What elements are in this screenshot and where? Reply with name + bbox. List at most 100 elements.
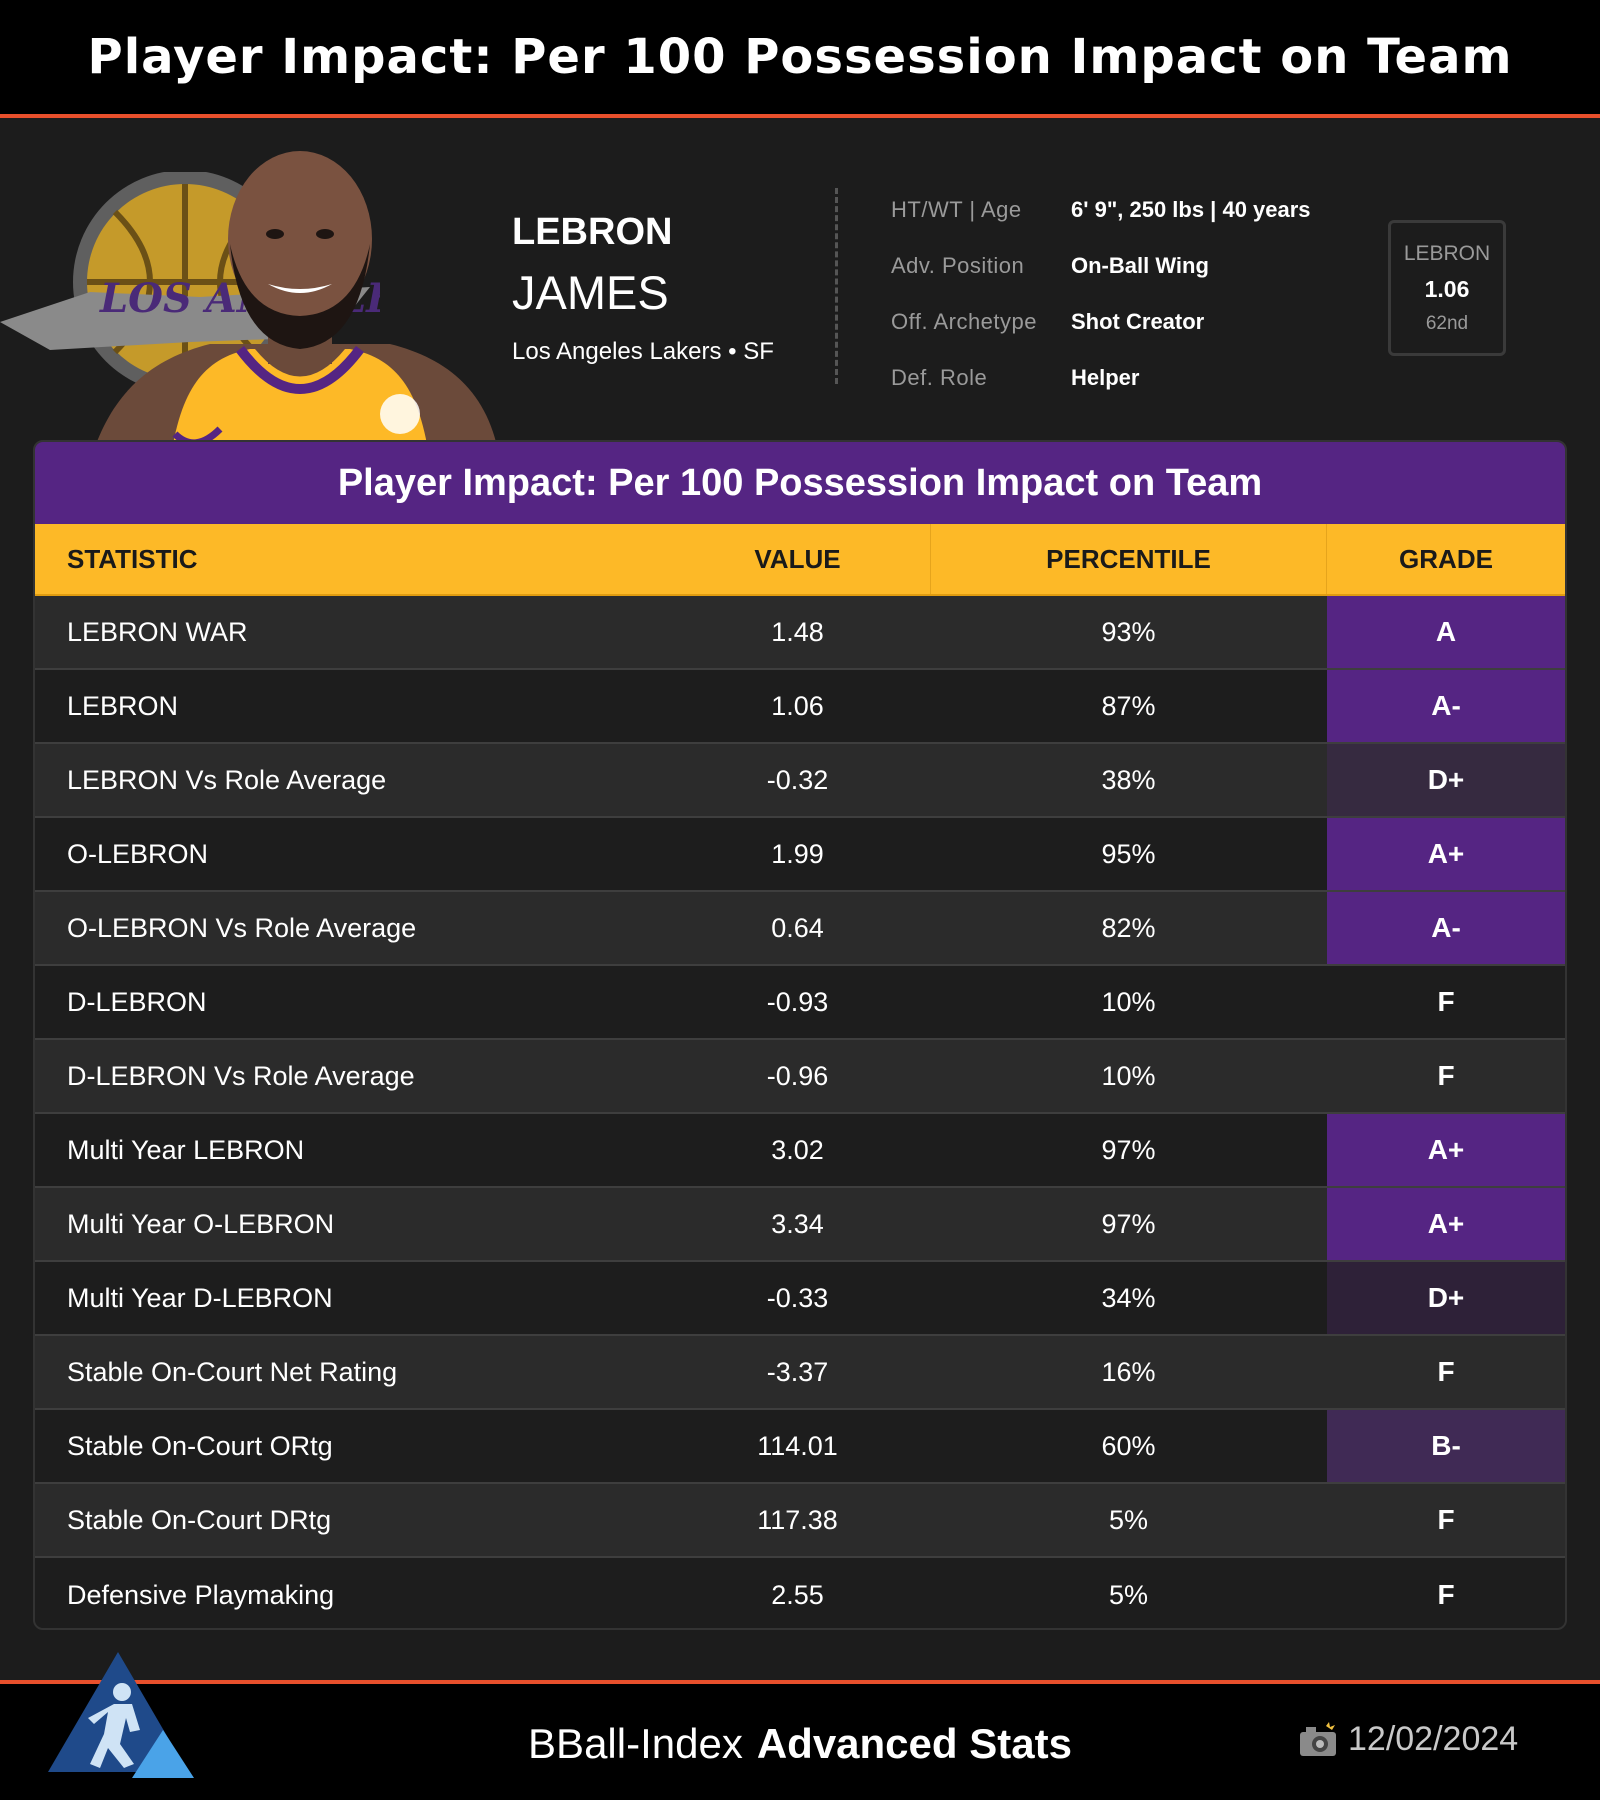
- stat-percentile: 87%: [1101, 690, 1156, 721]
- table-row: O-LEBRON 1.99 95% A+: [35, 818, 1565, 892]
- stat-value: 117.38: [757, 1504, 838, 1535]
- table-row: Multi Year LEBRON 3.02 97% A+: [35, 1114, 1565, 1188]
- column-header-statistic: STATISTIC: [67, 543, 198, 574]
- column-header-grade: GRADE: [1399, 543, 1493, 574]
- stat-grade: D+: [1327, 744, 1565, 816]
- stat-grade: A-: [1327, 892, 1565, 964]
- table-row: LEBRON 1.06 87% A-: [35, 670, 1565, 744]
- table-row: Stable On-Court DRtg 117.38 5% F: [35, 1484, 1565, 1558]
- info-value: Shot Creator: [1071, 309, 1205, 334]
- stat-percentile: 10%: [1101, 1060, 1156, 1091]
- table-row: D-LEBRON Vs Role Average -0.96 10% F: [35, 1040, 1565, 1114]
- player-header: LOS ANGELES LAKERS LEBRON JAMES Los Ange…: [0, 122, 1600, 462]
- stat-value: -3.37: [766, 1356, 829, 1387]
- info-value: Helper: [1071, 365, 1140, 390]
- stat-name: Stable On-Court Net Rating: [67, 1356, 398, 1387]
- stat-percentile: 95%: [1101, 838, 1156, 869]
- table-row: LEBRON WAR 1.48 93% A: [35, 596, 1565, 670]
- metric-label: LEBRON: [1403, 241, 1491, 265]
- stat-percentile: 93%: [1101, 616, 1156, 647]
- stat-percentile: 10%: [1101, 986, 1156, 1017]
- lebron-metric-box: LEBRON 1.06 62nd: [1388, 220, 1506, 356]
- player-info-list: HT/WT | Age 6' 9", 250 lbs | 40 years Ad…: [891, 182, 1311, 406]
- stat-name: LEBRON WAR: [67, 616, 248, 647]
- stat-grade: F: [1437, 1579, 1455, 1610]
- stat-percentile: 97%: [1101, 1208, 1156, 1239]
- bball-index-logo-icon: [48, 1652, 194, 1778]
- page-title: Player Impact: Per 100 Possession Impact…: [87, 29, 1513, 85]
- stat-value: 3.34: [771, 1208, 824, 1239]
- stat-name: O-LEBRON: [67, 838, 209, 869]
- stat-name: Stable On-Court DRtg: [67, 1504, 332, 1535]
- stat-value: 0.64: [771, 912, 824, 943]
- stat-percentile: 34%: [1101, 1282, 1156, 1313]
- stat-name: Multi Year D-LEBRON: [67, 1282, 333, 1313]
- top-title-bar: Player Impact: Per 100 Possession Impact…: [0, 0, 1600, 118]
- stat-name: LEBRON: [67, 690, 179, 721]
- table-header-row: STATISTIC VALUE PERCENTILE GRADE: [35, 524, 1565, 596]
- info-label: HT/WT | Age: [891, 197, 1022, 222]
- stat-value: 2.55: [771, 1579, 824, 1610]
- stat-percentile: 38%: [1101, 764, 1156, 795]
- stat-percentile: 97%: [1101, 1134, 1156, 1165]
- stat-grade: F: [1437, 1356, 1455, 1387]
- table-row: Stable On-Court ORtg 114.01 60% B-: [35, 1410, 1565, 1484]
- stat-value: 3.02: [771, 1134, 824, 1165]
- stat-value: 1.48: [771, 616, 824, 647]
- player-team-position: Los Angeles Lakers • SF: [512, 338, 774, 366]
- stat-grade: F: [1437, 1504, 1455, 1535]
- info-label: Def. Role: [891, 365, 988, 390]
- table-row: O-LEBRON Vs Role Average 0.64 82% A-: [35, 892, 1565, 966]
- stat-grade: F: [1437, 986, 1455, 1017]
- info-row-off-archetype: Off. Archetype Shot Creator: [891, 294, 1311, 350]
- player-photo: [90, 151, 500, 462]
- table-row: Defensive Playmaking 2.55 5% F: [35, 1558, 1565, 1628]
- footer-brand: BBall-Index Advanced Stats: [0, 1720, 1600, 1768]
- info-row-adv-position: Adv. Position On-Ball Wing: [891, 238, 1311, 294]
- stat-value: -0.96: [766, 1060, 829, 1091]
- stat-name: Stable On-Court ORtg: [67, 1430, 333, 1461]
- column-header-value: VALUE: [754, 543, 841, 574]
- stat-name: D-LEBRON Vs Role Average: [67, 1060, 415, 1091]
- snapshot-date: 12/02/2024: [1348, 1720, 1519, 1758]
- info-row-def-role: Def. Role Helper: [891, 350, 1311, 406]
- stat-name: D-LEBRON: [67, 986, 207, 1017]
- stat-name: LEBRON Vs Role Average: [67, 764, 387, 795]
- stat-value: 1.99: [771, 838, 824, 869]
- table-row: D-LEBRON -0.93 10% F: [35, 966, 1565, 1040]
- stat-value: 1.06: [771, 690, 824, 721]
- column-header-percentile: PERCENTILE: [930, 524, 1327, 594]
- impact-table: Player Impact: Per 100 Possession Impact…: [33, 440, 1567, 1630]
- footer: BBall-Index Advanced Stats 12/02/2024: [0, 1652, 1600, 1800]
- table-title: Player Impact: Per 100 Possession Impact…: [35, 442, 1565, 524]
- footer-date: 12/02/2024: [1298, 1720, 1518, 1759]
- stat-name: O-LEBRON Vs Role Average: [67, 912, 417, 943]
- stat-name: Multi Year LEBRON: [67, 1134, 305, 1165]
- info-row-height-weight-age: HT/WT | Age 6' 9", 250 lbs | 40 years: [891, 182, 1311, 238]
- stat-name: Defensive Playmaking: [67, 1579, 335, 1610]
- table-row: Multi Year D-LEBRON -0.33 34% D+: [35, 1262, 1565, 1336]
- metric-rank: 62nd: [1425, 312, 1469, 334]
- stat-value: -0.32: [766, 764, 829, 795]
- player-first-name: LEBRON: [512, 211, 673, 253]
- camera-icon: [1300, 1721, 1336, 1756]
- stat-grade: F: [1437, 1060, 1455, 1091]
- player-name-block: LEBRON JAMES Los Angeles Lakers • SF: [512, 210, 774, 366]
- table-row: Stable On-Court Net Rating -3.37 16% F: [35, 1336, 1565, 1410]
- stat-grade: A+: [1327, 1114, 1565, 1186]
- stat-percentile: 60%: [1101, 1430, 1156, 1461]
- stat-value: 114.01: [757, 1430, 838, 1461]
- stat-grade: A: [1327, 596, 1565, 668]
- stat-value: -0.93: [766, 986, 829, 1017]
- stat-percentile: 16%: [1101, 1356, 1156, 1387]
- brand-tagline: Advanced Stats: [756, 1720, 1072, 1767]
- stat-grade: D+: [1327, 1262, 1565, 1334]
- info-value: On-Ball Wing: [1071, 253, 1209, 278]
- brand-name: BBall-Index: [528, 1720, 743, 1767]
- stat-grade: A+: [1327, 818, 1565, 890]
- info-label: Adv. Position: [891, 253, 1025, 278]
- stat-grade: B-: [1327, 1410, 1565, 1482]
- header-divider: [835, 188, 838, 384]
- stat-value: -0.33: [766, 1282, 829, 1313]
- stat-grade: A+: [1327, 1188, 1565, 1260]
